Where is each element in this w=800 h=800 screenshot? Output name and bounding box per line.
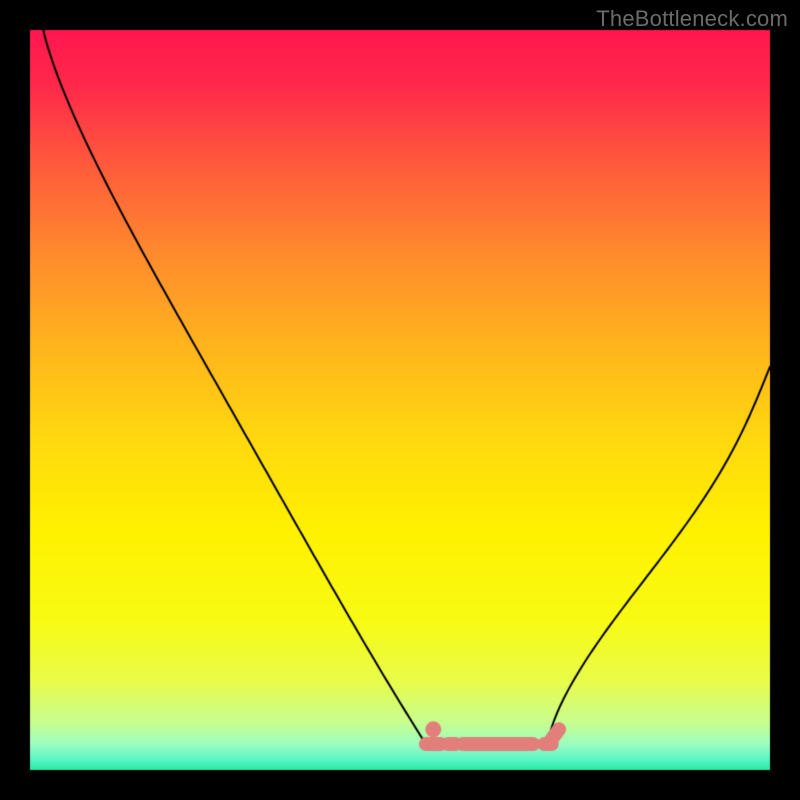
bottleneck-curve-chart bbox=[0, 0, 800, 800]
chart-container: TheBottleneck.com bbox=[0, 0, 800, 800]
